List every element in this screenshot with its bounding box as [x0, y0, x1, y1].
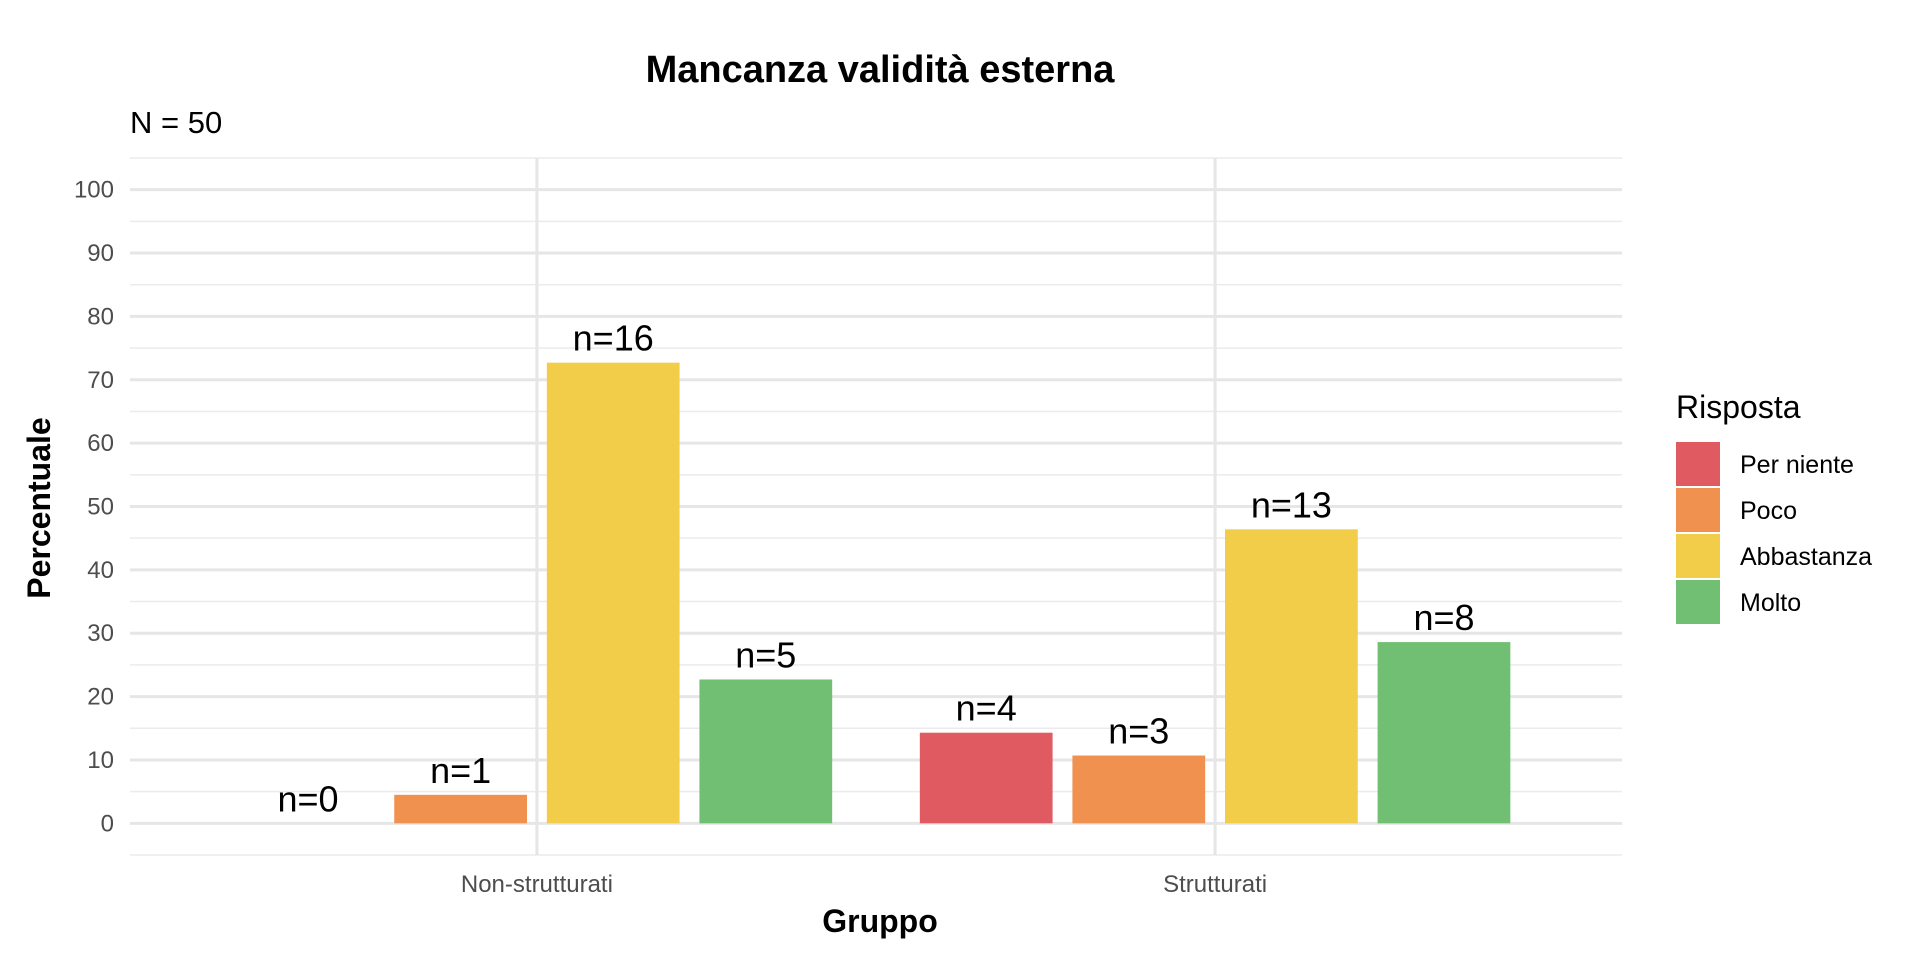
- legend: Risposta Per niente Poco Abbastanza Molto: [1676, 389, 1872, 624]
- bar-abbastanza: [546, 362, 680, 824]
- y-tick-label: 50: [87, 494, 114, 521]
- y-tick-label: 70: [87, 367, 114, 394]
- bar-count-label: n=0: [277, 778, 338, 819]
- bar-poco: [1072, 755, 1206, 824]
- bar-count-label: n=16: [573, 318, 654, 359]
- y-tick-label: 10: [87, 747, 114, 774]
- bar-count-label: n=3: [1108, 711, 1169, 752]
- y-tick-label: 60: [87, 430, 114, 457]
- bar-molto: [1377, 642, 1511, 824]
- y-axis-title: Percentuale: [21, 417, 57, 598]
- bar-count-label: n=1: [430, 750, 491, 791]
- bar-abbastanza: [1225, 529, 1358, 824]
- grid: [130, 157, 1622, 856]
- chart-subtitle: N = 50: [130, 105, 222, 140]
- legend-label: Poco: [1740, 497, 1797, 525]
- legend-title: Risposta: [1676, 389, 1801, 425]
- y-tick-label: 20: [87, 684, 114, 711]
- legend-swatch: [1676, 534, 1720, 578]
- chart-title: Mancanza validità esterna: [646, 49, 1116, 91]
- bar-per-niente: [919, 732, 1053, 824]
- x-tick-label: Non-strutturati: [461, 871, 613, 898]
- axes: 0 10 20 30 40 50 60 70 80 90 100 Non-strutturati Str…: [74, 177, 1267, 898]
- legend-swatch: [1676, 488, 1720, 532]
- legend-label: Abbastanza: [1740, 543, 1872, 571]
- bar-poco: [394, 794, 527, 824]
- y-tick-label: 90: [87, 240, 114, 267]
- y-tick-label: 100: [74, 177, 114, 204]
- bar-count-label: n=8: [1413, 597, 1474, 638]
- data-labels: n=0 n=4 n=1 n=3 n=16 n=13 n=5 n=8: [277, 318, 1474, 820]
- legend-swatch: [1676, 580, 1720, 624]
- bars: [394, 362, 1511, 824]
- bar-count-label: n=5: [735, 634, 796, 675]
- x-tick-label: Strutturati: [1163, 871, 1267, 898]
- bar-count-label: n=13: [1251, 484, 1332, 525]
- y-tick-label: 80: [87, 303, 114, 330]
- legend-swatch: [1676, 442, 1720, 486]
- legend-label: Per niente: [1740, 451, 1854, 479]
- legend-label: Molto: [1740, 589, 1801, 617]
- y-tick-label: 40: [87, 557, 114, 584]
- x-axis-title: Gruppo: [822, 903, 938, 939]
- bar-molto: [699, 679, 833, 824]
- y-tick-label: 30: [87, 620, 114, 647]
- bar-count-label: n=4: [956, 688, 1017, 729]
- y-tick-label: 0: [101, 810, 114, 837]
